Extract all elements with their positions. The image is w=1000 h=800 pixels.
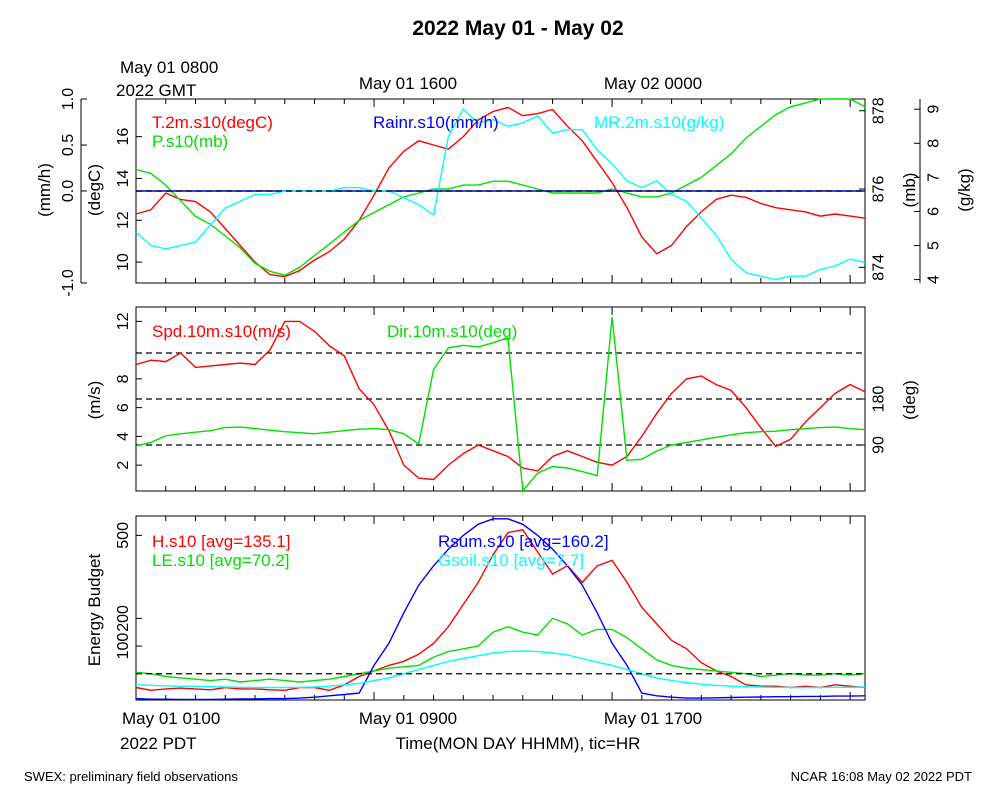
top-start-label-line1: May 01 0800 bbox=[120, 58, 218, 77]
legend-rain-rate: Rainr.s10(mm/h) bbox=[373, 113, 499, 132]
direction-axis-tick-label: 180 bbox=[870, 386, 887, 413]
rain-axis-tick-label: 0.5 bbox=[60, 134, 77, 156]
mr-axis-tick-label: 4 bbox=[925, 275, 942, 284]
bottom-mid-label: May 01 0900 bbox=[359, 709, 457, 728]
series-energy-1 bbox=[135, 617, 866, 683]
legend-wind-direction: Dir.10m.s10(deg) bbox=[387, 322, 517, 341]
top-start-label-line2: 2022 GMT bbox=[116, 81, 196, 100]
middle-panel: 2 4 6 8 12 90 180 bbox=[115, 307, 887, 493]
speed-axis-tick-label: 2 bbox=[115, 461, 132, 470]
series-temp bbox=[135, 106, 866, 278]
series-spd bbox=[135, 320, 866, 481]
temp-axis-tick-label: 12 bbox=[115, 211, 132, 229]
series-energy-3 bbox=[135, 650, 866, 689]
legend-soil-heat: Gsoil.s10 [avg=7.7] bbox=[438, 551, 584, 570]
legend-pressure: P.s10(mb) bbox=[152, 132, 228, 151]
energy-axis-tick-label: 200 bbox=[115, 605, 132, 632]
mr-axis-tick-label: 7 bbox=[925, 173, 942, 182]
legend-net-radiation: Rsum.s10 [avg=160.2] bbox=[438, 532, 609, 551]
energy-axis-tick-label: 100 bbox=[115, 633, 132, 660]
footer-left: SWEX: preliminary field observations bbox=[24, 769, 238, 784]
top-right-label: May 02 0000 bbox=[604, 74, 702, 93]
bottom-start-label-line1: May 01 0100 bbox=[122, 709, 220, 728]
speed-axis-tick-label: 4 bbox=[115, 432, 132, 441]
mr-axis-tick-label: 6 bbox=[925, 207, 942, 216]
mr-axis-tick-label: 9 bbox=[925, 105, 942, 114]
bottom-start-label-line2: 2022 PDT bbox=[120, 734, 197, 753]
chart-title: 2022 May 01 - May 02 bbox=[412, 17, 623, 40]
series-energy-2 bbox=[135, 518, 866, 701]
legend-latent-heat: LE.s10 [avg=70.2] bbox=[152, 551, 290, 570]
pres-axis-tick-label: 874 bbox=[870, 254, 887, 281]
x-axis-title: Time(MON DAY HHMM), tic=HR bbox=[396, 734, 641, 753]
bottom-right-label: May 01 1700 bbox=[604, 709, 702, 728]
axis-title-direction: (deg) bbox=[900, 380, 919, 420]
axis-title-mr: (g/kg) bbox=[955, 168, 974, 211]
axis-title-speed: (m/s) bbox=[85, 381, 104, 420]
series-pres bbox=[135, 98, 866, 276]
temp-axis-tick-label: 10 bbox=[115, 253, 132, 271]
speed-axis-tick-label: 8 bbox=[115, 374, 132, 383]
series-energy-0 bbox=[135, 529, 866, 692]
bottom-panel-frame bbox=[135, 515, 866, 701]
pres-axis-tick-label: 878 bbox=[870, 97, 887, 124]
legend-mixing-ratio: MR.2m.s10(g/kg) bbox=[594, 113, 724, 132]
series-dir bbox=[135, 317, 866, 493]
axis-title-pres: (mb) bbox=[900, 173, 919, 208]
mr-axis-tick-label: 5 bbox=[925, 241, 942, 250]
rain-axis-tick-label: -1.0 bbox=[60, 269, 77, 297]
temp-axis-tick-label: 14 bbox=[115, 169, 132, 187]
axis-title-temp: (degC) bbox=[85, 164, 104, 216]
footer-right: NCAR 16:08 May 02 2022 PDT bbox=[791, 769, 972, 784]
temp-axis-tick-label: 16 bbox=[115, 128, 132, 146]
legend-wind-speed: Spd.10m.s10(m/s) bbox=[152, 322, 291, 341]
speed-axis-tick-label: 12 bbox=[115, 312, 132, 330]
pres-axis-tick-label: 876 bbox=[870, 176, 887, 203]
axis-title-rain: (mm/h) bbox=[35, 163, 54, 217]
rain-axis-tick-label: 1.0 bbox=[60, 88, 77, 110]
energy-axis-tick-label: 500 bbox=[115, 522, 132, 549]
legend-temperature: T.2m.s10(degC) bbox=[152, 113, 273, 132]
direction-axis-tick-label: 90 bbox=[870, 436, 887, 454]
mr-axis-tick-label: 8 bbox=[925, 139, 942, 148]
top-panel: -1.0 0.0 0.5 1.0 10 12 14 16 874 876 878 4 5 6 7 8 9 bbox=[60, 88, 942, 297]
axis-title-energy: Energy Budget bbox=[85, 553, 104, 666]
speed-axis-tick-label: 6 bbox=[115, 403, 132, 412]
rain-axis-tick-label: 0.0 bbox=[60, 180, 77, 202]
series-mr bbox=[135, 108, 866, 281]
top-mid-label: May 01 1600 bbox=[359, 74, 457, 93]
legend-sensible-heat: H.s10 [avg=135.1] bbox=[152, 532, 290, 551]
